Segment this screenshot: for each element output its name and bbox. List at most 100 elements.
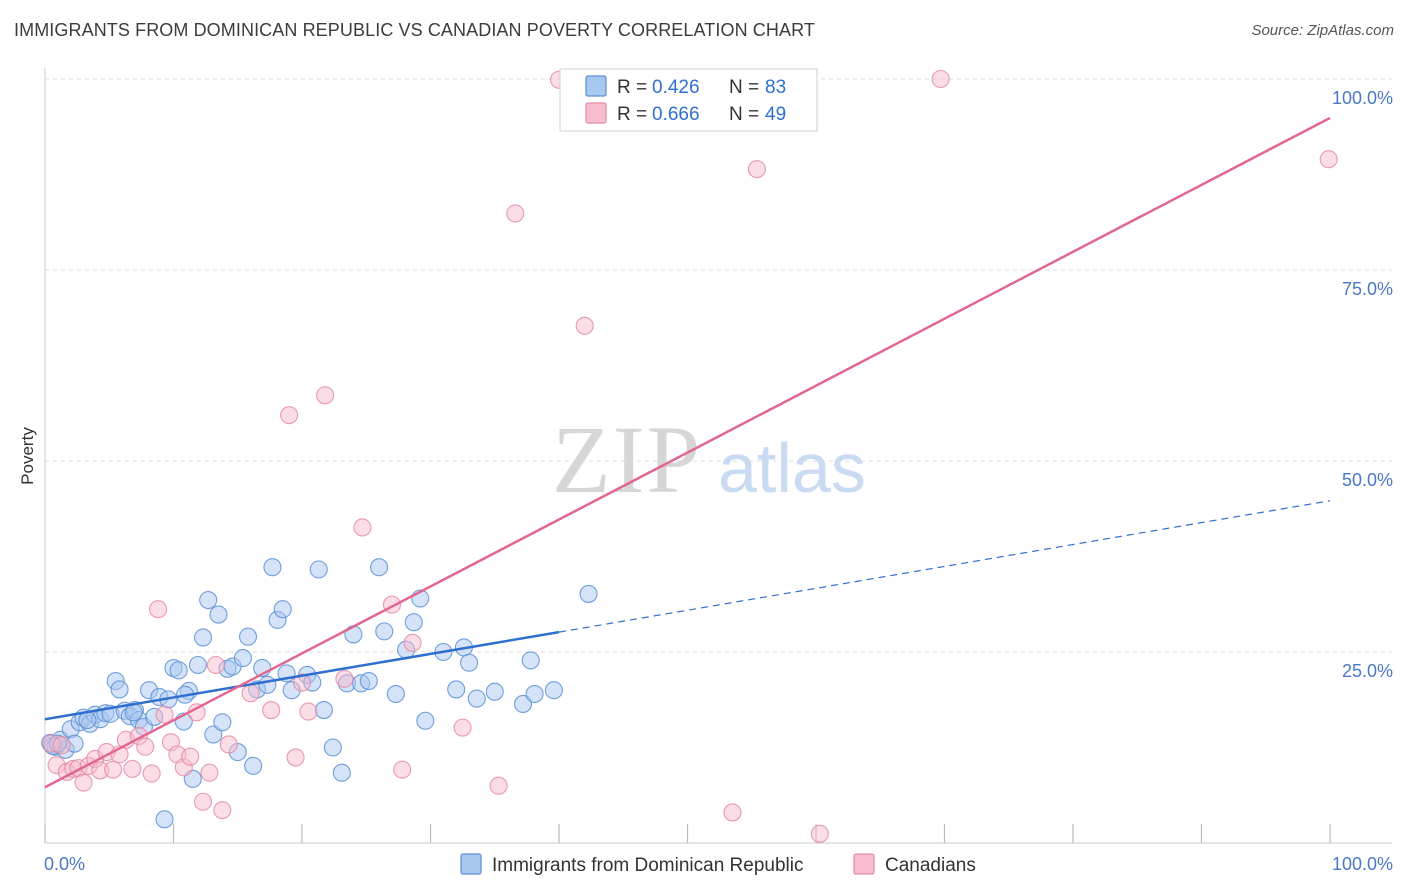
point-blue-55	[332, 763, 351, 782]
point-pink-11	[104, 760, 123, 779]
bottom-legend-label-blue: Immigrants from Dominican Republic	[492, 855, 804, 876]
point-pink-14	[123, 759, 142, 778]
point-pink-36	[316, 386, 335, 405]
point-blue-26	[169, 661, 188, 680]
point-blue-53	[314, 701, 333, 720]
point-blue-35	[213, 713, 232, 732]
point-blue-52	[309, 560, 328, 579]
point-pink-25	[194, 792, 213, 811]
point-pink-31	[262, 701, 281, 720]
series-blue-points	[41, 558, 598, 829]
point-blue-32	[199, 590, 218, 610]
trend-line-blue-extension	[558, 500, 1331, 633]
point-blue-70	[459, 653, 479, 672]
point-pink-39	[393, 760, 412, 779]
point-pink-27	[206, 655, 225, 675]
x-tick-label-0: 0.0%	[44, 854, 85, 874]
grid-lines	[45, 78, 1392, 653]
point-blue-23	[155, 810, 174, 829]
point-blue-33	[204, 725, 223, 744]
y-axis-label: Poverty	[18, 427, 37, 485]
point-blue-68	[447, 680, 466, 699]
point-pink-46	[575, 316, 594, 335]
point-blue-44	[258, 675, 277, 694]
top-legend-n-label-pink: N =	[729, 104, 759, 125]
trend-line-pink	[44, 116, 1331, 789]
point-pink-43	[489, 776, 508, 795]
point-pink-50	[931, 69, 950, 89]
x-tick-labels: 0.0% 100.0%	[44, 854, 1393, 874]
point-blue-75	[525, 684, 544, 704]
point-blue-61	[375, 622, 394, 641]
bottom-legend-label-pink: Canadians	[885, 855, 976, 876]
watermark-zip: ZIP	[552, 406, 702, 513]
point-blue-45	[263, 558, 282, 577]
trend-line-blue	[44, 630, 560, 721]
point-blue-66	[416, 711, 435, 730]
point-pink-18	[149, 600, 168, 619]
y-tick-label-3: 100.0%	[1332, 88, 1393, 108]
top-legend-r-label-pink: R =	[617, 104, 647, 125]
point-blue-14	[110, 680, 129, 699]
watermark-atlas: atlas	[718, 429, 866, 507]
point-blue-64	[404, 613, 423, 632]
point-blue-31	[194, 628, 213, 647]
point-blue-73	[513, 694, 533, 714]
y-tick-label-0: 25.0%	[1342, 661, 1393, 681]
point-pink-19	[155, 705, 174, 724]
point-pink-37	[335, 669, 354, 688]
point-blue-34	[209, 605, 228, 624]
point-blue-54	[323, 738, 342, 757]
y-tick-label-1: 50.0%	[1342, 470, 1393, 490]
point-pink-32	[280, 406, 299, 425]
point-pink-17	[142, 764, 161, 783]
point-pink-34	[292, 673, 312, 692]
point-blue-76	[544, 681, 563, 700]
watermark: ZIP atlas	[552, 406, 866, 513]
point-pink-48	[747, 160, 766, 179]
point-pink-42	[453, 718, 472, 737]
point-pink-16	[136, 737, 155, 756]
point-pink-2	[52, 736, 71, 755]
bottom-legend-swatch-blue	[460, 853, 482, 875]
axes	[44, 68, 1392, 844]
point-pink-23	[181, 747, 200, 766]
top-legend-n-label-blue: N =	[729, 77, 759, 98]
bottom-legend: Immigrants from Dominican Republic Canad…	[460, 853, 976, 876]
point-blue-59	[359, 671, 378, 691]
point-blue-77	[579, 584, 598, 603]
chart-source: Source: ZipAtlas.com	[1251, 22, 1394, 39]
top-legend-r-label-blue: R =	[617, 77, 647, 98]
y-tick-label-2: 75.0%	[1342, 279, 1393, 299]
x-tick-label-1: 100.0%	[1332, 854, 1393, 874]
point-pink-35	[299, 702, 318, 721]
point-pink-47	[723, 803, 742, 822]
top-legend-swatch-pink	[585, 102, 607, 124]
top-legend-swatch-blue	[585, 75, 607, 97]
point-pink-33	[286, 748, 305, 767]
bottom-legend-swatch-pink	[853, 853, 875, 875]
point-pink-29	[219, 735, 238, 754]
point-pink-49	[810, 824, 829, 843]
series-pink-points	[42, 69, 1338, 843]
chart-title: IMMIGRANTS FROM DOMINICAN REPUBLIC VS CA…	[14, 20, 815, 40]
point-blue-60	[370, 558, 389, 577]
top-legend-r-pink: 0.666	[652, 104, 700, 125]
point-blue-30	[188, 655, 207, 675]
top-legend-n-pink: 49	[765, 104, 786, 125]
point-pink-44	[506, 204, 525, 223]
point-blue-72	[485, 682, 504, 701]
point-blue-39	[233, 649, 252, 668]
point-blue-62	[386, 684, 405, 704]
y-tick-labels: 25.0% 50.0% 75.0% 100.0%	[1332, 88, 1393, 681]
point-pink-41	[403, 633, 422, 652]
point-pink-6	[74, 773, 93, 792]
point-pink-26	[200, 763, 219, 782]
point-blue-74	[521, 651, 540, 670]
point-blue-71	[467, 689, 486, 708]
point-blue-40	[238, 627, 258, 646]
point-pink-38	[353, 518, 372, 537]
point-pink-28	[213, 801, 232, 820]
point-blue-47	[273, 600, 292, 619]
